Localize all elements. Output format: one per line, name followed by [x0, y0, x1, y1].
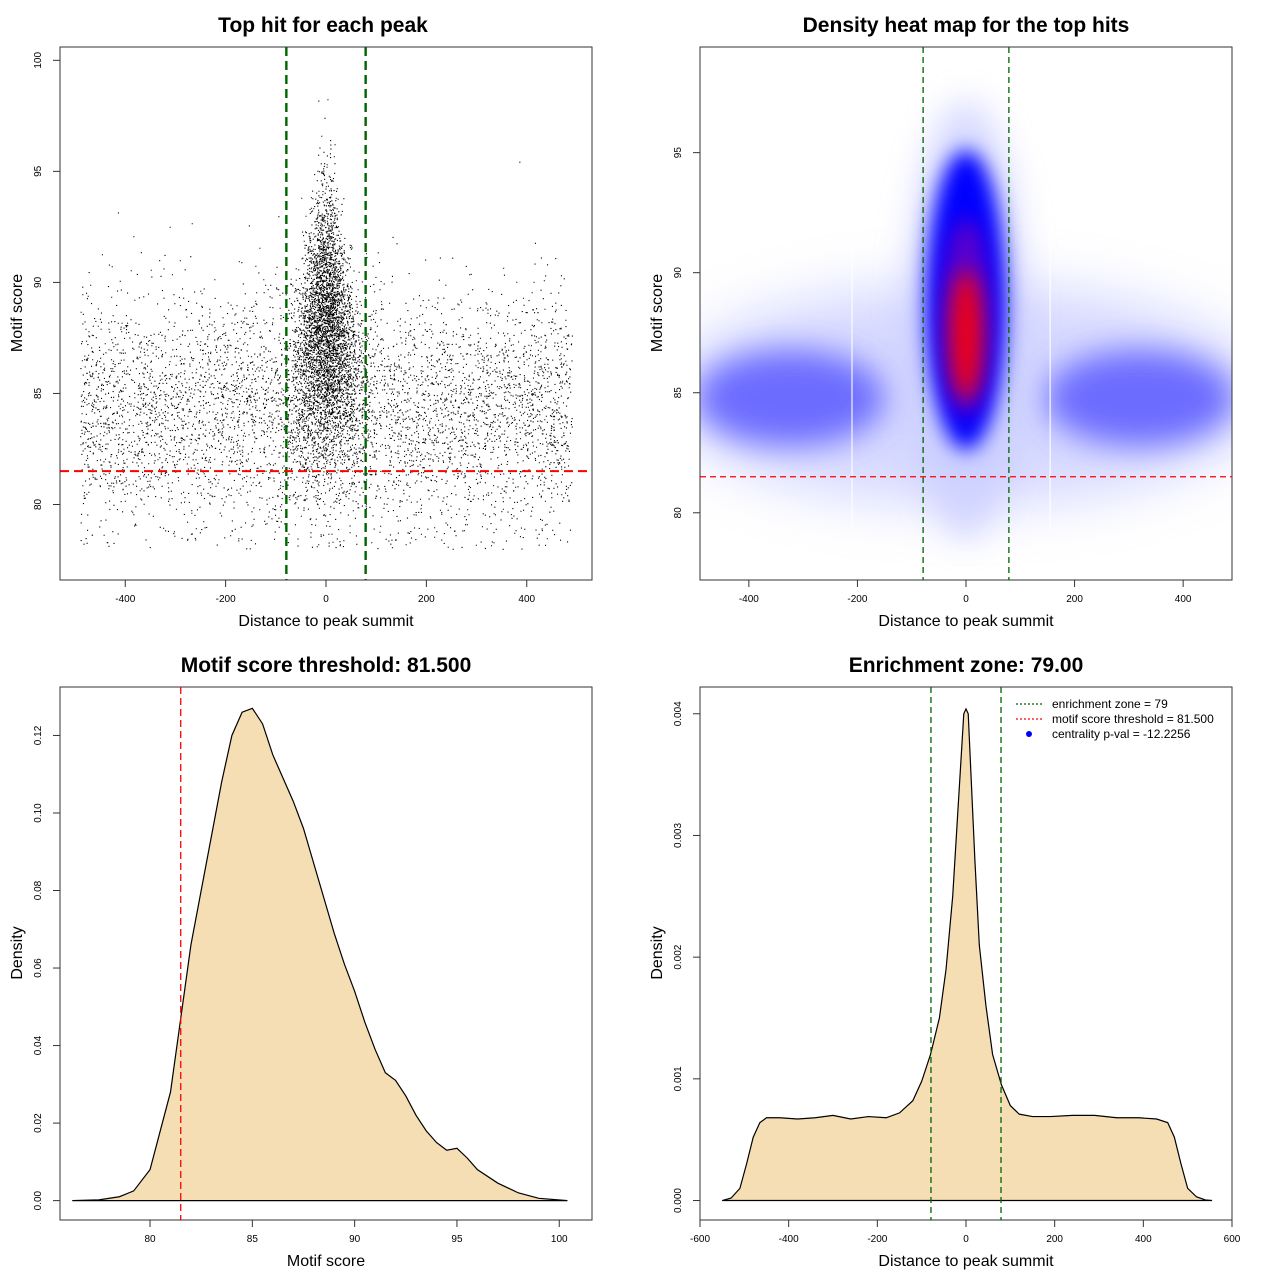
scatter-points-path: [80, 99, 573, 550]
x-tick-label: 400: [518, 594, 535, 605]
legend-label: centrality p-val = -12.2256: [1052, 727, 1191, 741]
x-axis-label: Distance to peak summit: [878, 1253, 1054, 1270]
x-tick-label: 95: [451, 1234, 463, 1245]
legend-label: motif score threshold = 81.500: [1052, 712, 1214, 726]
y-tick-label: 0.004: [673, 701, 684, 726]
y-axis-label: Motif score: [9, 274, 26, 352]
y-tick-label: 85: [33, 387, 44, 399]
y-tick-label: 80: [673, 507, 684, 519]
x-tick-label: 200: [418, 594, 435, 605]
y-tick-label: 0.002: [673, 944, 684, 969]
heatmap-panel: Density heat map for the top hits -400 -2…: [649, 14, 1233, 630]
density-band-left: [700, 350, 885, 446]
x-tick-label: 85: [247, 1234, 259, 1245]
x-tick-label: 400: [1175, 594, 1192, 605]
y-tick-label: 0.001: [673, 1066, 684, 1091]
x-tick-label: 0: [963, 594, 969, 605]
density-area: [72, 707, 568, 1202]
density-heatmap: [700, 47, 1232, 580]
score-density-panel: Motif score threshold: 81.500 80 85 90 95 10…: [9, 654, 593, 1270]
x-tick-label: -600: [690, 1234, 710, 1245]
x-tick-label: -200: [867, 1234, 887, 1245]
y-tick-label: 80: [33, 498, 44, 510]
x-tick-label: -400: [115, 594, 135, 605]
y-tick-label: 0.02: [33, 1113, 44, 1133]
y-axis-label: Density: [9, 926, 26, 979]
chart-title: Motif score threshold: 81.500: [181, 654, 472, 677]
chart-title: Top hit for each peak: [218, 14, 428, 37]
x-axis-label: Distance to peak summit: [238, 613, 414, 630]
y-tick-label: 90: [673, 267, 684, 279]
y-axis-label: Motif score: [649, 274, 666, 352]
y-tick-label: 0.08: [33, 880, 44, 900]
scatter-panel: Top hit for each peak -400 -200 0 200 400 80 8…: [9, 14, 593, 630]
x-tick-label: 0: [963, 1234, 969, 1245]
x-tick-label: 200: [1066, 594, 1083, 605]
distance-density-panel: Enrichment zone: 79.00 -600 -400 -200 0 200 4…: [649, 654, 1241, 1270]
x-tick-label: 600: [1224, 1234, 1241, 1245]
y-tick-label: 0.003: [673, 823, 684, 848]
legend-label: enrichment zone = 79: [1052, 697, 1168, 711]
x-axis-label: Motif score: [287, 1253, 365, 1270]
y-tick-label: 95: [33, 165, 44, 177]
x-tick-label: 90: [349, 1234, 361, 1245]
x-tick-label: 80: [144, 1234, 156, 1245]
chart-title: Enrichment zone: 79.00: [849, 654, 1084, 677]
x-tick-label: 100: [551, 1234, 568, 1245]
x-tick-label: 0: [323, 594, 329, 605]
y-tick-label: 0.000: [673, 1188, 684, 1213]
density-area: [722, 707, 1213, 1202]
legend: enrichment zone = 79 motif score thresho…: [1016, 697, 1214, 741]
legend-swatch-pval: [1026, 731, 1032, 737]
y-tick-label: 0.12: [33, 725, 44, 745]
chart-title: Density heat map for the top hits: [803, 14, 1130, 37]
x-tick-label: 200: [1046, 1234, 1063, 1245]
x-tick-label: 400: [1135, 1234, 1152, 1245]
y-tick-label: 0.00: [33, 1190, 44, 1210]
y-tick-label: 0.10: [33, 803, 44, 823]
y-tick-label: 95: [673, 147, 684, 159]
x-axis-label: Distance to peak summit: [878, 613, 1054, 630]
x-tick-label: -400: [779, 1234, 799, 1245]
x-tick-label: -200: [216, 594, 236, 605]
y-axis-label: Density: [649, 926, 666, 979]
y-tick-label: 100: [33, 52, 44, 69]
y-tick-label: 0.04: [33, 1035, 44, 1055]
y-tick-label: 85: [673, 387, 684, 399]
density-band-right: [1045, 350, 1232, 446]
x-tick-label: -200: [847, 594, 867, 605]
scatter-points: [80, 99, 573, 550]
y-tick-label: 90: [33, 276, 44, 288]
density-core-red: [950, 270, 982, 400]
y-tick-label: 0.06: [33, 958, 44, 978]
x-tick-label: -400: [739, 594, 759, 605]
